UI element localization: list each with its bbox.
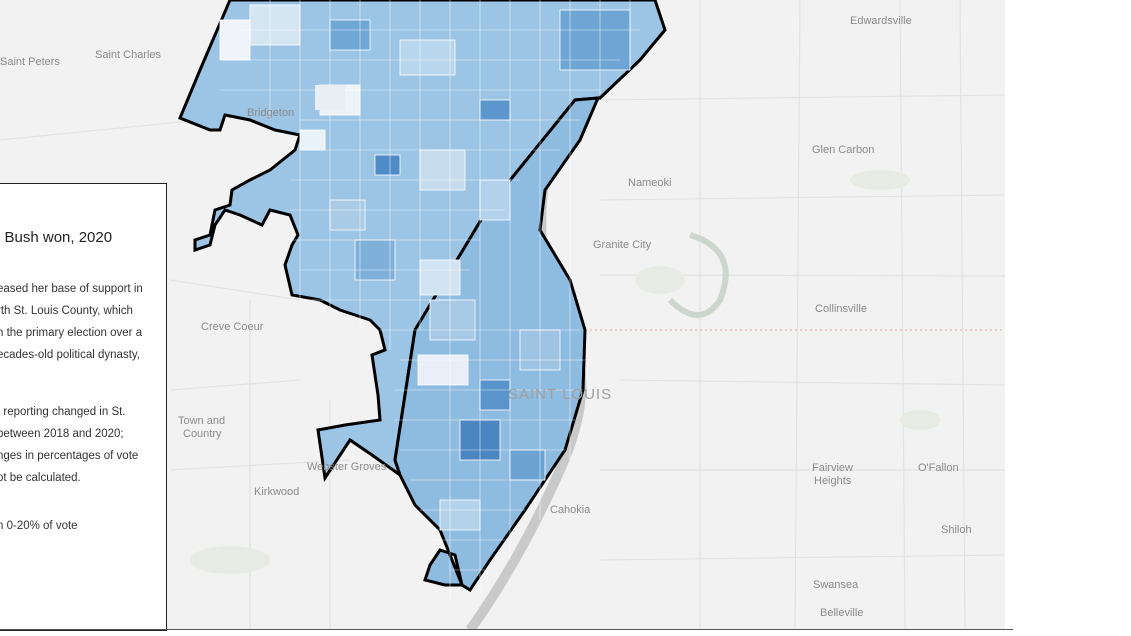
legend-text-line: n the primary election over a: [0, 327, 143, 339]
legend-text-line: between 2018 and 2020;: [0, 428, 124, 440]
legend-text-line: ecades-old political dynasty,: [0, 349, 140, 361]
label-collinsville: Collinsville: [815, 303, 867, 315]
map-canvas[interactable]: Edwardsville Saint Charles Saint Peters …: [0, 0, 1005, 630]
airport-area: [315, 85, 345, 110]
label-cahokia: Cahokia: [550, 504, 591, 516]
bottom-border: [0, 629, 1013, 630]
base-roads: [0, 0, 1005, 630]
legend-text-line: nges in percentages of vote: [0, 450, 139, 462]
lake: [667, 232, 729, 318]
label-creve-coeur: Creve Coeur: [201, 321, 264, 333]
label-country: Country: [183, 428, 222, 440]
legend-text-line: t reporting changed in St.: [0, 406, 126, 418]
parks: [190, 170, 940, 574]
label-saint-louis: SAINT LOUIS: [508, 386, 613, 403]
label-fairview: Fairview: [812, 462, 853, 474]
label-granite-city: Granite City: [593, 239, 652, 251]
legend-text-line: ot be calculated.: [0, 472, 81, 484]
legend-title: l Bush won, 2020: [0, 229, 113, 246]
label-nameoki: Nameoki: [628, 177, 672, 189]
tract-mesh: [220, 0, 640, 600]
label-saint-peters: Saint Peters: [0, 56, 60, 68]
label-saint-charles: Saint Charles: [95, 49, 162, 61]
legend-text-line: rth St. Louis County, which: [0, 305, 133, 317]
label-shiloh: Shiloh: [941, 524, 972, 536]
map-svg: [0, 0, 1005, 630]
legend-text-line: eased her base of support in: [0, 283, 143, 295]
label-edwardsville: Edwardsville: [850, 15, 912, 27]
label-heights: Heights: [814, 475, 852, 487]
label-bridgeton: Bridgeton: [247, 107, 295, 119]
label-belleville: Belleville: [820, 607, 864, 619]
legend-panel: l Bush won, 2020 eased her base of suppo…: [0, 183, 167, 631]
label-town-and: Town and: [178, 415, 226, 427]
legend-key-label: n 0-20% of vote: [0, 520, 78, 532]
label-kirkwood: Kirkwood: [254, 486, 300, 498]
label-ofallon: O'Fallon: [918, 462, 959, 474]
label-webster-groves: Webster Groves: [307, 461, 387, 473]
label-swansea: Swansea: [813, 579, 859, 591]
label-glen-carbon: Glen Carbon: [812, 144, 875, 156]
